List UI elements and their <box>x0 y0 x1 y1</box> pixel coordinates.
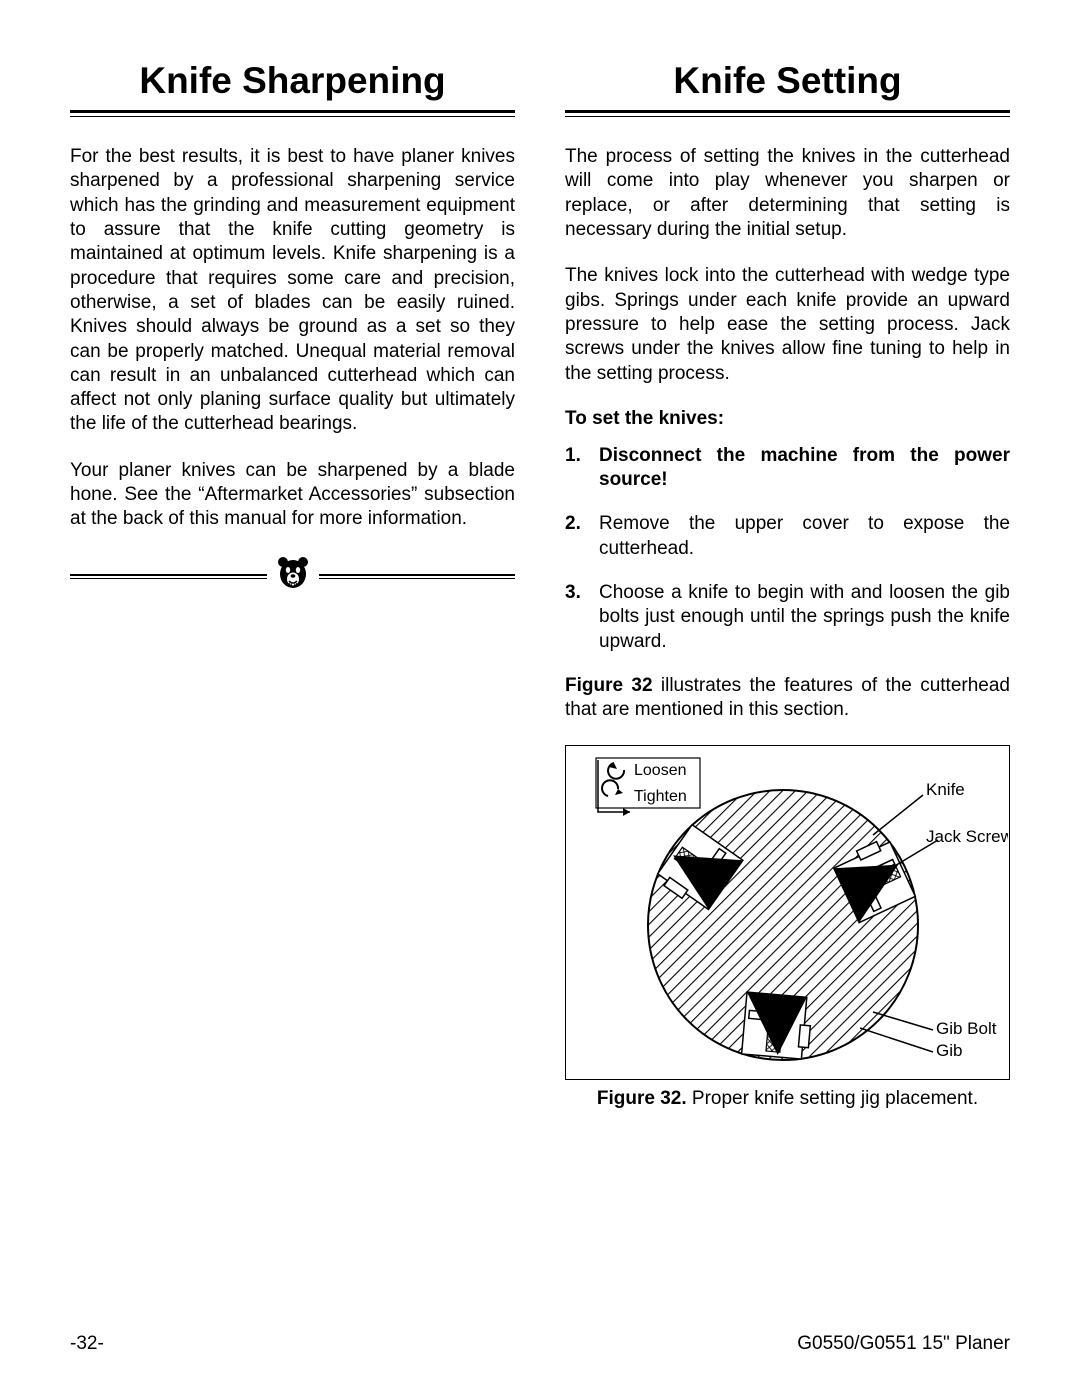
label-knife: Knife <box>926 780 965 799</box>
left-rule-heavy <box>70 110 515 113</box>
section-end-divider <box>70 554 515 595</box>
left-paragraph-2: Your planer knives can be sharpened by a… <box>70 459 515 532</box>
left-title: Knife Sharpening <box>70 60 515 102</box>
step-2-text: Remove the upper cover to expose the cut… <box>599 512 1010 561</box>
step-1-num: 1. <box>565 444 585 493</box>
left-paragraph-1: For the best results, it is best to have… <box>70 145 515 437</box>
cutterhead-diagram: Loosen Tighten Knife Ja <box>568 750 1008 1075</box>
step-3: 3. Choose a knife to begin with and loos… <box>565 581 1010 654</box>
right-rule-heavy <box>565 110 1010 113</box>
figure-32-box: Loosen Tighten Knife Ja <box>565 745 1010 1080</box>
figure-32-caption: Figure 32. Proper knife setting jig plac… <box>565 1088 1010 1110</box>
right-column: Knife Setting The process of setting the… <box>565 60 1010 1110</box>
label-loosen: Loosen <box>634 762 687 779</box>
figure-ref-bold: Figure 32 <box>565 675 653 696</box>
step-2: 2. Remove the upper cover to expose the … <box>565 512 1010 561</box>
right-paragraph-1: The process of setting the knives in the… <box>565 145 1010 242</box>
left-rule-light <box>70 116 515 117</box>
label-gibbolt: Gib Bolt <box>936 1019 997 1038</box>
right-rule-light <box>565 116 1010 117</box>
to-set-knives-heading: To set the knives: <box>565 408 1010 430</box>
label-tighten: Tighten <box>634 788 687 805</box>
right-paragraph-2: The knives lock into the cutterhead with… <box>565 264 1010 386</box>
page-footer: -32- G0550/G0551 15" Planer <box>70 1333 1010 1355</box>
right-title: Knife Setting <box>565 60 1010 102</box>
step-2-num: 2. <box>565 512 585 561</box>
caption-bold: Figure 32. <box>597 1088 687 1109</box>
step-3-num: 3. <box>565 581 585 654</box>
label-jackscrew: Jack Screw <box>926 827 1008 846</box>
legend-loosen-tighten: Loosen Tighten <box>596 758 700 816</box>
doc-id: G0550/G0551 15" Planer <box>797 1333 1010 1355</box>
label-gib: Gib <box>936 1041 962 1060</box>
step-1: 1. Disconnect the machine from the power… <box>565 444 1010 493</box>
caption-rest: Proper knife setting jig placement. <box>687 1088 979 1109</box>
page-number: -32- <box>70 1333 104 1355</box>
left-column: Knife Sharpening For the best results, i… <box>70 60 515 1110</box>
figure-reference: Figure 32 illustrates the features of th… <box>565 674 1010 723</box>
step-3-text: Choose a knife to begin with and loosen … <box>599 581 1010 654</box>
bear-icon <box>275 554 311 595</box>
step-1-text: Disconnect the machine from the power so… <box>599 444 1010 493</box>
